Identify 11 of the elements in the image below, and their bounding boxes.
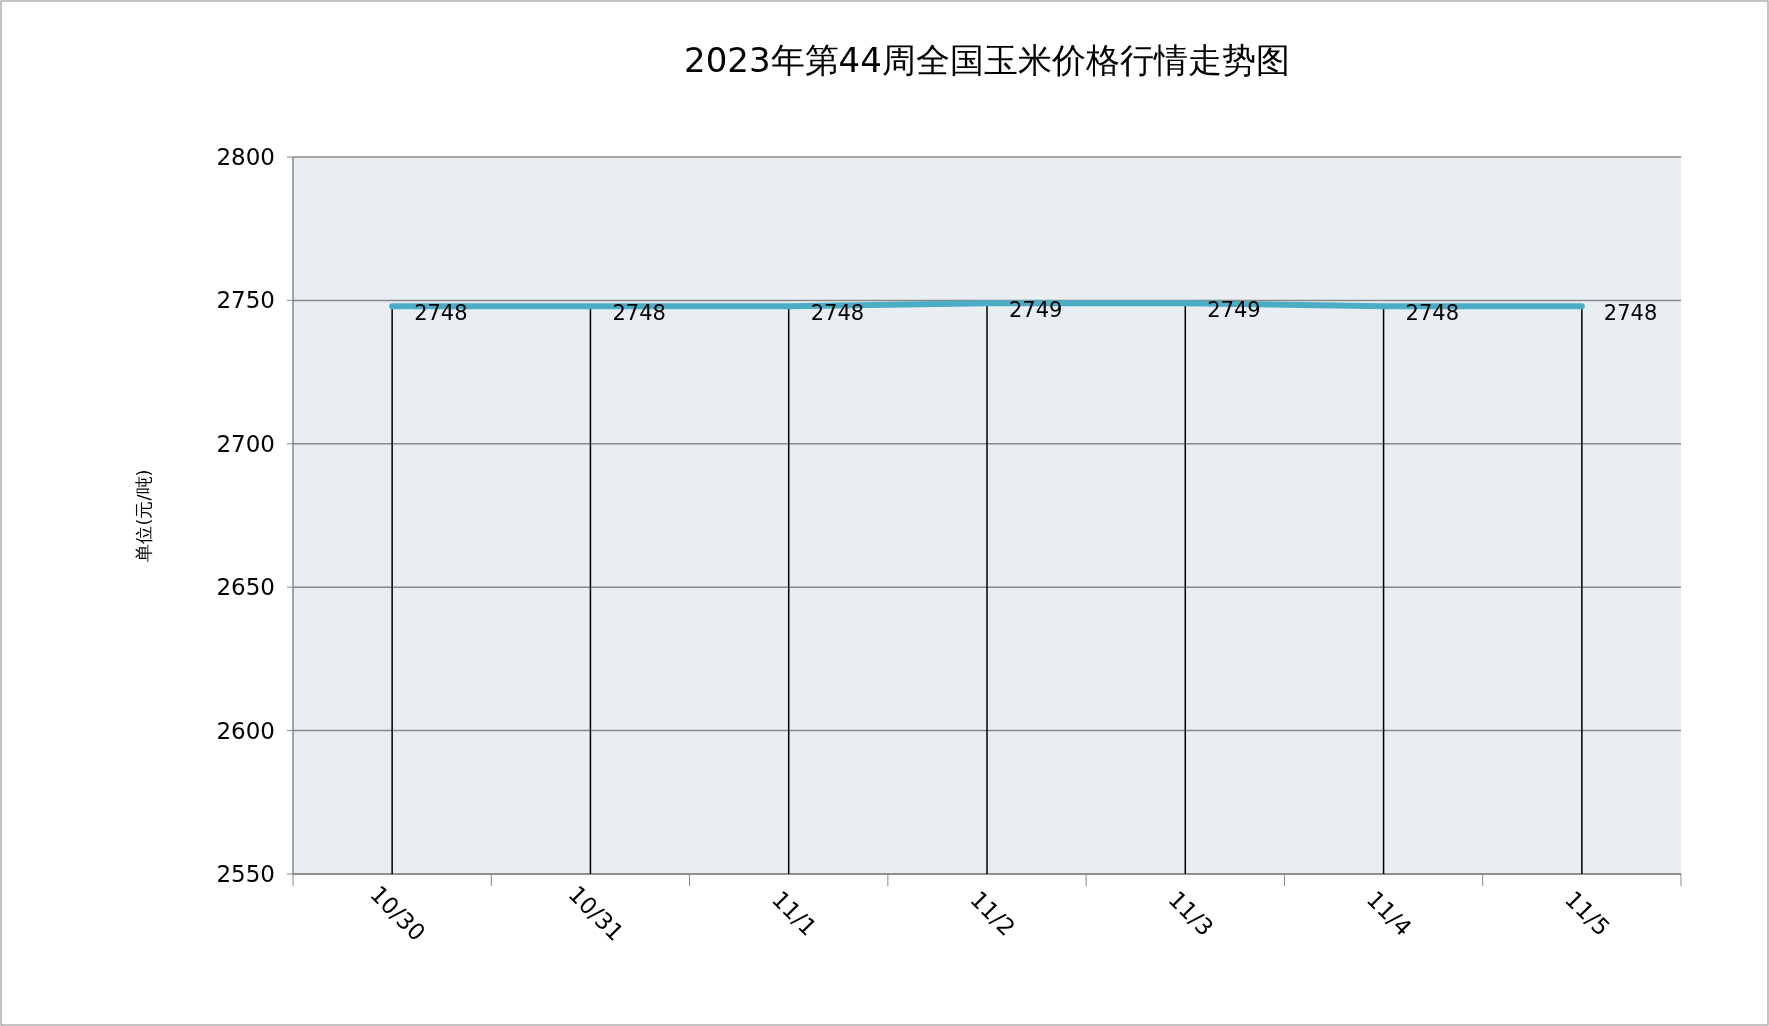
chart-title: 2023年第44周全国玉米价格行情走势图: [684, 40, 1290, 80]
y-axis-title: 单位(元/吨): [133, 469, 154, 562]
y-tick-label: 2700: [216, 430, 275, 457]
y-tick-label: 2800: [216, 144, 275, 170]
y-tick-label: 2550: [216, 861, 275, 887]
y-tick-label: 2650: [216, 574, 275, 601]
y-tick-label: 2600: [216, 717, 275, 744]
data-label: 2748: [810, 301, 865, 326]
data-label: 2749: [1009, 298, 1063, 323]
data-label: 2748: [1603, 301, 1658, 326]
y-tick-label: 2750: [216, 287, 275, 314]
